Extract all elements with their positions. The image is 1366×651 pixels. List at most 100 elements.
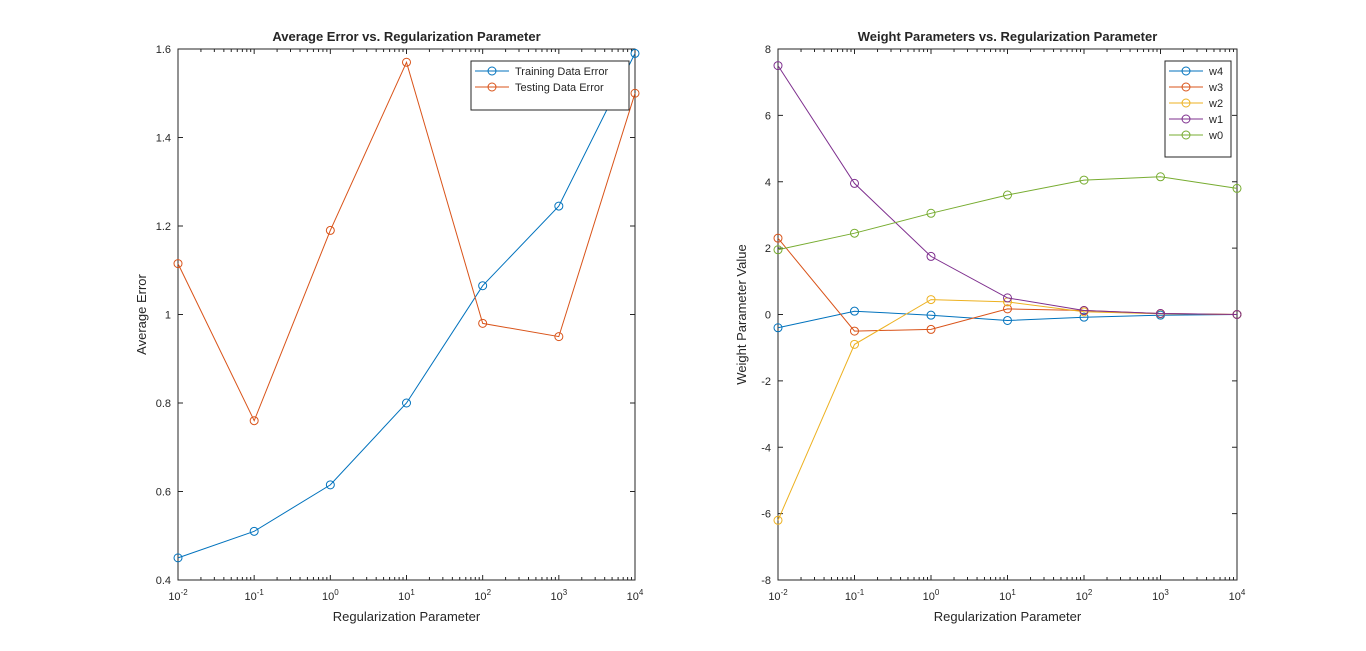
data-point (325, 225, 335, 235)
plot-area (777, 48, 1238, 581)
series-line-w0 (777, 176, 1238, 251)
y-tick-label: 0.8 (156, 398, 171, 410)
data-point (325, 480, 335, 490)
data-point (773, 245, 783, 255)
data-point (1232, 310, 1242, 319)
x-tick-exponent: 4 (1241, 588, 1246, 597)
y-tick-label: 4 (765, 177, 771, 189)
series-line-w4 (777, 310, 1238, 329)
data-point (1003, 293, 1012, 303)
x-tick-base: 10 (627, 591, 639, 603)
legend: Training Data Error Testing Data Error (470, 60, 630, 111)
data-point (1079, 306, 1089, 316)
y-tick-label: 6 (765, 110, 771, 122)
x-tick-base: 10 (845, 591, 857, 603)
data-point (773, 323, 783, 333)
x-tick-exponent: 0 (334, 588, 339, 597)
data-point (1003, 190, 1012, 200)
series-line-training-data-error (177, 53, 636, 559)
data-point (773, 233, 783, 243)
data-point (773, 515, 783, 525)
x-tick-exponent: 2 (1088, 588, 1093, 597)
x-tick-label: 101 (398, 588, 415, 603)
y-axis-label: Weight Parameter Value (734, 244, 749, 384)
plot-area (177, 48, 636, 581)
legend-swatch-marker (1181, 66, 1191, 76)
x-tick-label: 104 (1229, 588, 1246, 603)
x-axis-label: Regularization Parameter (333, 609, 481, 624)
x-tick-base: 10 (1152, 591, 1164, 603)
data-point (402, 57, 411, 67)
legend-swatch-marker (487, 66, 497, 76)
y-tick-label: 0 (765, 310, 771, 322)
data-point (402, 398, 411, 408)
x-tick-label: 10-1 (244, 588, 264, 603)
data-point (1079, 312, 1089, 322)
x-tick-exponent: 3 (1164, 588, 1169, 597)
data-point (1003, 304, 1012, 314)
data-point (1156, 172, 1165, 182)
data-point (173, 259, 183, 269)
y-tick-label: 0.6 (156, 487, 171, 499)
y-tick-label: 1.4 (156, 133, 171, 145)
legend-swatch-marker (1181, 114, 1191, 124)
data-point (850, 339, 859, 349)
error-chart: 0.40.60.811.21.41.610-2 10-1 100 101 102 103 1… (134, 29, 644, 624)
data-point (850, 326, 859, 336)
x-tick-exponent: 2 (487, 588, 492, 597)
y-tick-label: 0.4 (156, 575, 171, 587)
x-tick-exponent: 1 (1011, 588, 1016, 597)
legend-entry-label: Testing Data Error (515, 82, 604, 94)
x-tick-base: 10 (474, 591, 486, 603)
x-axis-label: Regularization Parameter (934, 609, 1082, 624)
series-line-w1 (777, 65, 1238, 315)
x-tick-label: 102 (474, 588, 491, 603)
x-tick-base: 10 (550, 591, 562, 603)
legend-entry-label: w1 (1208, 114, 1223, 126)
x-tick-base: 10 (398, 591, 410, 603)
y-tick-label: -8 (761, 575, 771, 587)
data-point (1079, 175, 1089, 185)
legend: w4 w3 w2 w1 w0 (1164, 60, 1232, 158)
x-tick-exponent: -1 (857, 588, 865, 597)
x-tick-base: 10 (168, 591, 180, 603)
data-point (249, 526, 259, 536)
x-tick-label: 102 (1076, 588, 1093, 603)
x-tick-label: 100 (322, 588, 339, 603)
y-tick-label: 8 (765, 44, 771, 56)
y-tick-label: 1.2 (156, 221, 171, 233)
x-tick-base: 10 (999, 591, 1011, 603)
x-tick-label: 103 (550, 588, 567, 603)
data-point (926, 295, 936, 305)
series-line-testing-data-error (177, 60, 636, 422)
data-point (478, 318, 488, 328)
data-point (850, 178, 859, 188)
data-point (554, 332, 564, 342)
x-tick-label: 100 (923, 588, 940, 603)
data-point (850, 306, 859, 316)
data-point (926, 324, 936, 334)
x-tick-label: 10-2 (168, 588, 188, 603)
x-tick-base: 10 (923, 591, 935, 603)
y-tick-label: -6 (761, 509, 771, 521)
legend-swatch-marker (1181, 130, 1191, 140)
x-tick-exponent: 4 (639, 588, 644, 597)
legend-swatch-marker (1181, 82, 1191, 92)
x-tick-base: 10 (1229, 591, 1241, 603)
legend-swatch-marker (1181, 98, 1191, 108)
x-tick-exponent: -2 (181, 588, 189, 597)
y-tick-label: 2 (765, 243, 771, 255)
y-tick-label: 1.6 (156, 44, 171, 56)
data-point (249, 416, 259, 426)
legend-swatch-marker (487, 82, 497, 92)
x-tick-label: 104 (627, 588, 644, 603)
legend-box (1164, 60, 1232, 158)
x-tick-exponent: 0 (935, 588, 940, 597)
x-tick-exponent: -2 (781, 588, 789, 597)
x-tick-label: 10-2 (768, 588, 788, 603)
y-axis-label: Average Error (134, 273, 149, 354)
x-tick-label: 103 (1152, 588, 1169, 603)
data-point (554, 201, 564, 211)
data-point (850, 228, 859, 238)
